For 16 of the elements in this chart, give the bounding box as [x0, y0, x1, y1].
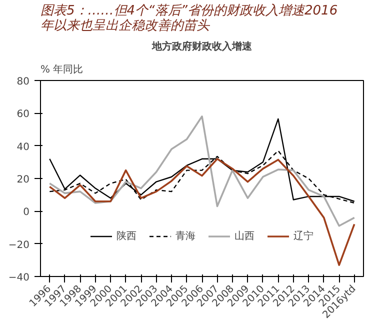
chart-title: 图表5：……但4个“落后”省份的财政收入增速2016年以来也呈出企稳改善的苗头: [40, 4, 338, 34]
legend-label: 山西: [234, 230, 254, 243]
y-tick-label: 20: [16, 174, 30, 186]
line-series: [48, 158, 356, 266]
y-tick-label: −20: [8, 240, 30, 251]
y-tick-label: 80: [16, 76, 30, 88]
y-tick-label: −40: [8, 272, 30, 284]
line-series: [48, 116, 356, 227]
y-tick-label: 0: [23, 207, 30, 218]
y-axis-title: % 年同比: [40, 64, 84, 76]
y-tick-label: 60: [16, 109, 30, 120]
chart-subtitle: 地方政府财政收入增速: [151, 40, 253, 52]
y-tick-label: 40: [16, 142, 30, 153]
legend-label: 陕西: [116, 230, 136, 243]
legend-label: 辽宁: [294, 230, 314, 243]
legend-label: 青海: [176, 230, 196, 243]
